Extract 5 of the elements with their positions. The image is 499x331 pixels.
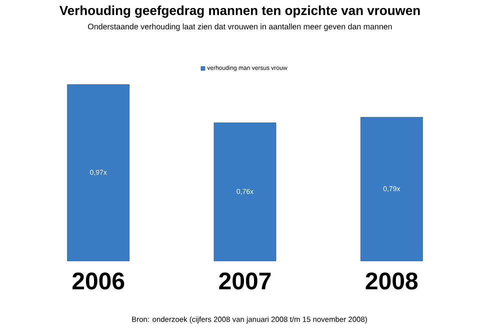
x-tick-label: 2006: [72, 272, 124, 290]
x-tick-label: 2008: [366, 272, 418, 290]
chart-title: Verhouding geefgedrag mannen ten opzichte van vrouwen: [60, 6, 420, 18]
x-tick-label: 2007: [219, 272, 271, 290]
chart-subtitle: Onderstaande verhouding laat zien dat vrouwen in aantallen meer geven dan mannen: [88, 24, 392, 31]
